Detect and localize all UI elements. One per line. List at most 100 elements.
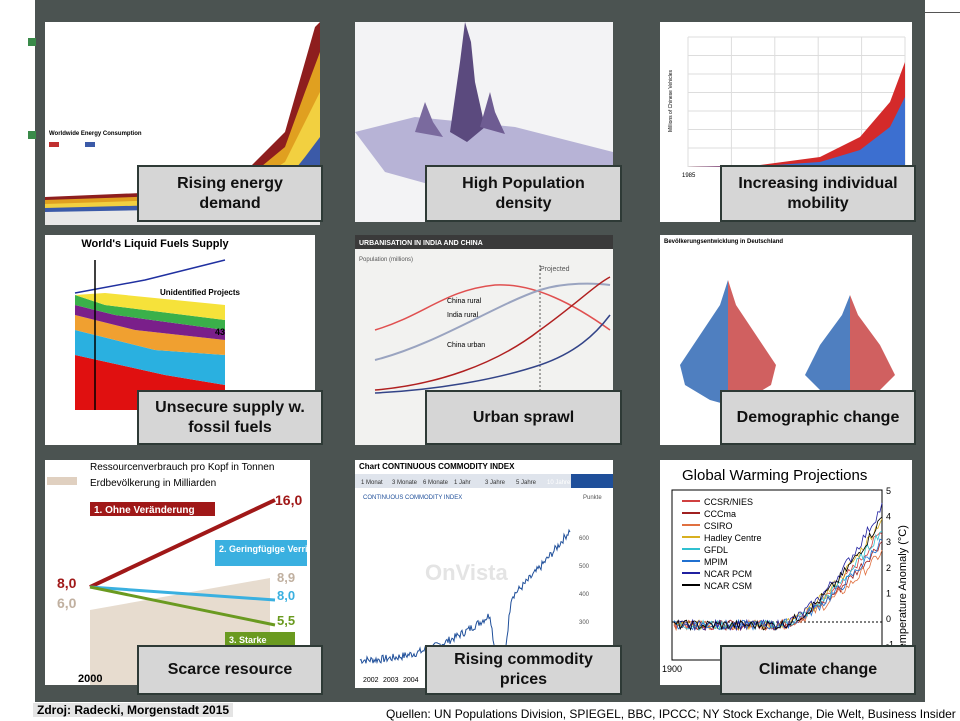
bullet — [28, 131, 36, 139]
x-label: 1900 — [662, 664, 682, 674]
line — [89, 585, 276, 627]
model-line — [673, 502, 883, 632]
tab: 1 Monat — [361, 480, 383, 486]
source-right: Quellen: UN Populations Division, SPIEGE… — [386, 707, 956, 721]
legend-label: NCAR PCM — [704, 569, 752, 579]
thumb-title: World's Liquid Fuels Supply — [81, 238, 229, 250]
spike — [415, 102, 443, 137]
legend-label: NCAR CSM — [704, 581, 752, 591]
tick-label: 4 — [886, 512, 891, 522]
legend — [250, 260, 310, 400]
thumb-subtitle: CONTINUOUS COMMODITY INDEX — [363, 495, 462, 501]
number: 16,0 — [275, 492, 302, 508]
urban-graphic: URBANISATION IN INDIA AND CHINA Populati… — [355, 235, 613, 405]
watermark: OnVista — [425, 560, 509, 585]
tile-label: High Population density — [425, 165, 622, 222]
annotation: China urban — [447, 342, 485, 349]
mobility-graphic: Millions of Chinese Vehicles 1985 — [668, 36, 906, 179]
tab: 10 Jahre — [547, 480, 571, 486]
axis-label: Millions of Chinese Vehicles — [668, 70, 674, 132]
commodity-graphic: Chart CONTINUOUS COMMODITY INDEX 1 Monat… — [355, 462, 613, 684]
source-left: Zdroj: Radecki, Morgenstadt 2015 — [33, 703, 234, 717]
legend-key — [47, 477, 77, 485]
tick-label: 1 — [886, 588, 891, 598]
fuels-graphic: World's Liquid Fuels Supply Unidentified… — [74, 238, 310, 410]
tick-label: 0 — [886, 614, 891, 624]
line — [89, 585, 276, 602]
bullet — [28, 38, 36, 46]
annotation: China rural — [447, 298, 482, 305]
tab: 3 Monate — [392, 480, 418, 486]
tick-label: 600 — [579, 536, 590, 542]
tick-label: 2 — [886, 563, 891, 573]
scenario-box — [215, 540, 307, 566]
annotation-value: 43 — [215, 327, 225, 337]
axis-label: Temperature Anomaly (°C) — [897, 525, 909, 655]
number: 5,5 — [277, 613, 295, 628]
tile-label: Climate change — [720, 645, 916, 695]
tick-label: 3 — [886, 537, 891, 547]
active-tab — [571, 474, 613, 488]
legend-label: GFDL — [704, 545, 728, 555]
annotation: India rural — [447, 312, 479, 319]
legend-label: Hadley Centre — [704, 533, 762, 543]
spike — [450, 22, 485, 142]
tab: 6 Monate — [423, 480, 449, 486]
resource-graphic: Ressourcenverbrauch pro Kopf in Tonnen E… — [47, 462, 310, 685]
thumb-title: Chart CONTINUOUS COMMODITY INDEX — [359, 462, 515, 471]
model-line — [673, 516, 883, 632]
area — [75, 330, 225, 385]
tile-label: Urban sprawl — [425, 390, 622, 445]
curve — [374, 314, 611, 394]
area — [75, 305, 225, 340]
legend-key — [85, 142, 95, 147]
area — [75, 295, 225, 330]
annotation: Unidentified Projects — [160, 288, 241, 297]
tab: 1 Jahr — [454, 480, 471, 486]
thumb-title: URBANISATION IN INDIA AND CHINA — [359, 240, 483, 247]
legend-label: CCCma — [704, 509, 736, 519]
tile-label: Rising energy demand — [137, 165, 323, 222]
rule — [925, 12, 960, 13]
scenario-box — [90, 502, 215, 516]
model-line — [673, 538, 883, 631]
tile-label: Rising commodity prices — [425, 645, 622, 695]
scenario: 2. Geringfügige Verringerung — [219, 544, 310, 554]
year-label: 2004 — [403, 677, 419, 684]
number: 8,0 — [277, 588, 295, 603]
annotation: Projected — [540, 266, 570, 273]
thumb-title: Ressourcenverbrauch pro Kopf in Tonnen — [90, 462, 274, 473]
year-label: 2003 — [383, 677, 399, 684]
legend-label: CCSR/NIES — [704, 497, 753, 507]
tile-label: Demographic change — [720, 390, 916, 445]
tick-label: 400 — [579, 592, 590, 598]
area — [75, 315, 225, 355]
pyramid — [728, 280, 776, 405]
pyramid — [680, 280, 728, 405]
unit: Punkte — [583, 495, 602, 501]
tick-label: -1 — [886, 640, 894, 650]
legend-label: MPIM — [704, 557, 728, 567]
demographic-graphic: Bevölkerungsentwicklung in Deutschland — [664, 239, 895, 405]
legend-label: CSIRO — [704, 521, 733, 531]
number: 8,9 — [277, 570, 295, 585]
tile-label: Increasing individual mobility — [720, 165, 916, 222]
number: 8,0 — [57, 575, 77, 591]
pyramid — [805, 295, 850, 405]
tick-label: 500 — [579, 564, 590, 570]
year-label: 2002 — [363, 677, 379, 684]
header — [355, 235, 613, 249]
tab: 3 Jahre — [485, 480, 506, 486]
thumb-title: Bevölkerungsentwicklung in Deutschland — [664, 239, 783, 245]
price-line — [359, 528, 571, 669]
tab: 5 Jahre — [516, 480, 537, 486]
climate-graphic: Global Warming Projections CCSR/NIES CCCm… — [662, 467, 909, 674]
x-label: 1985 — [682, 173, 696, 179]
tick-label: 5 — [886, 486, 891, 496]
thumb-title: Global Warming Projections — [682, 467, 867, 484]
area — [688, 97, 905, 167]
line — [89, 498, 276, 589]
scenario: 1. Ohne Veränderung — [94, 505, 195, 516]
curve — [374, 282, 611, 361]
